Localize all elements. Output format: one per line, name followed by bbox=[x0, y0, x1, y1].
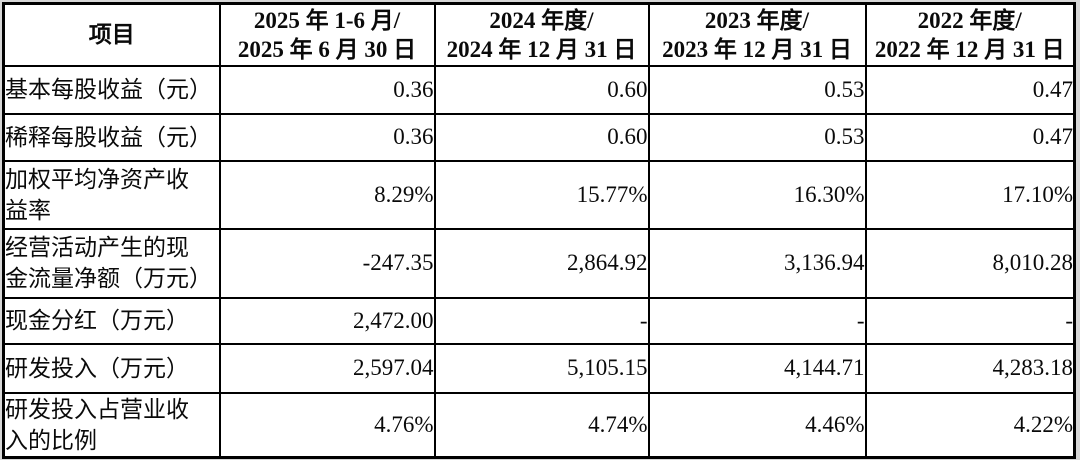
value-cell: 4.46% bbox=[647, 391, 867, 458]
row-label-cell: 现金分红（万元） bbox=[2, 296, 221, 345]
row-label-cell: 研发投入占营业收 入的比例 bbox=[2, 391, 221, 458]
value-cell: - bbox=[864, 296, 1076, 345]
table-row-cash-dividend: 现金分红（万元） 2,472.00 - - - bbox=[2, 296, 1076, 345]
value-cell: 0.47 bbox=[864, 112, 1076, 162]
row-label-cell: 研发投入（万元） bbox=[2, 342, 221, 394]
value-cell: 0.60 bbox=[433, 112, 650, 162]
value-cell: 0.36 bbox=[218, 64, 436, 115]
row-label-cell: 稀释每股收益（元） bbox=[2, 112, 221, 162]
table-row-rd-investment: 研发投入（万元） 2,597.04 5,105.15 4,144.71 4,28… bbox=[2, 342, 1076, 394]
row-label-cell: 加权平均净资产收 益率 bbox=[2, 159, 221, 230]
table-row-weighted-roe: 加权平均净资产收 益率 8.29% 15.77% 16.30% 17.10% bbox=[2, 159, 1076, 230]
value-cell: 0.53 bbox=[647, 112, 867, 162]
value-cell: 16.30% bbox=[647, 159, 867, 230]
value-cell: 2,597.04 bbox=[218, 342, 436, 394]
value-cell: - bbox=[433, 296, 650, 345]
value-cell: 4,144.71 bbox=[647, 342, 867, 394]
table-row-operating-cash-flow: 经营活动产生的现 金流量净额（万元） -247.35 2,864.92 3,13… bbox=[2, 227, 1076, 299]
header-period-2024-cell: 2024 年度/ 2024 年 12 月 31 日 bbox=[433, 2, 650, 67]
table-row-diluted-eps: 稀释每股收益（元） 0.36 0.60 0.53 0.47 bbox=[2, 112, 1076, 162]
value-cell: 4.76% bbox=[218, 391, 436, 458]
header-item-cell: 项目 bbox=[2, 2, 221, 67]
value-cell: 0.36 bbox=[218, 112, 436, 162]
value-cell: 4.22% bbox=[864, 391, 1076, 458]
value-cell: 4.74% bbox=[433, 391, 650, 458]
table-row-rd-revenue-ratio: 研发投入占营业收 入的比例 4.76% 4.74% 4.46% 4.22% bbox=[2, 391, 1076, 458]
table-row-basic-eps: 基本每股收益（元） 0.36 0.60 0.53 0.47 bbox=[2, 64, 1076, 115]
value-cell: 17.10% bbox=[864, 159, 1076, 230]
value-cell: 4,283.18 bbox=[864, 342, 1076, 394]
header-row: 项目 2025 年 1-6 月/ 2025 年 6 月 30 日 2024 年度… bbox=[2, 2, 1076, 67]
value-cell: 0.60 bbox=[433, 64, 650, 115]
value-cell: 15.77% bbox=[433, 159, 650, 230]
value-cell: 2,472.00 bbox=[218, 296, 436, 345]
header-period-2022-cell: 2022 年度/ 2022 年 12 月 31 日 bbox=[864, 2, 1076, 67]
value-cell: - bbox=[647, 296, 867, 345]
row-label-cell: 经营活动产生的现 金流量净额（万元） bbox=[2, 227, 221, 299]
value-cell: 2,864.92 bbox=[433, 227, 650, 299]
value-cell: 8,010.28 bbox=[864, 227, 1076, 299]
header-period-2023-cell: 2023 年度/ 2023 年 12 月 31 日 bbox=[647, 2, 867, 67]
header-period-2025-cell: 2025 年 1-6 月/ 2025 年 6 月 30 日 bbox=[218, 2, 436, 67]
value-cell: 5,105.15 bbox=[433, 342, 650, 394]
value-cell: 0.53 bbox=[647, 64, 867, 115]
value-cell: -247.35 bbox=[218, 227, 436, 299]
row-label-cell: 基本每股收益（元） bbox=[2, 64, 221, 115]
value-cell: 3,136.94 bbox=[647, 227, 867, 299]
value-cell: 8.29% bbox=[218, 159, 436, 230]
value-cell: 0.47 bbox=[864, 64, 1076, 115]
